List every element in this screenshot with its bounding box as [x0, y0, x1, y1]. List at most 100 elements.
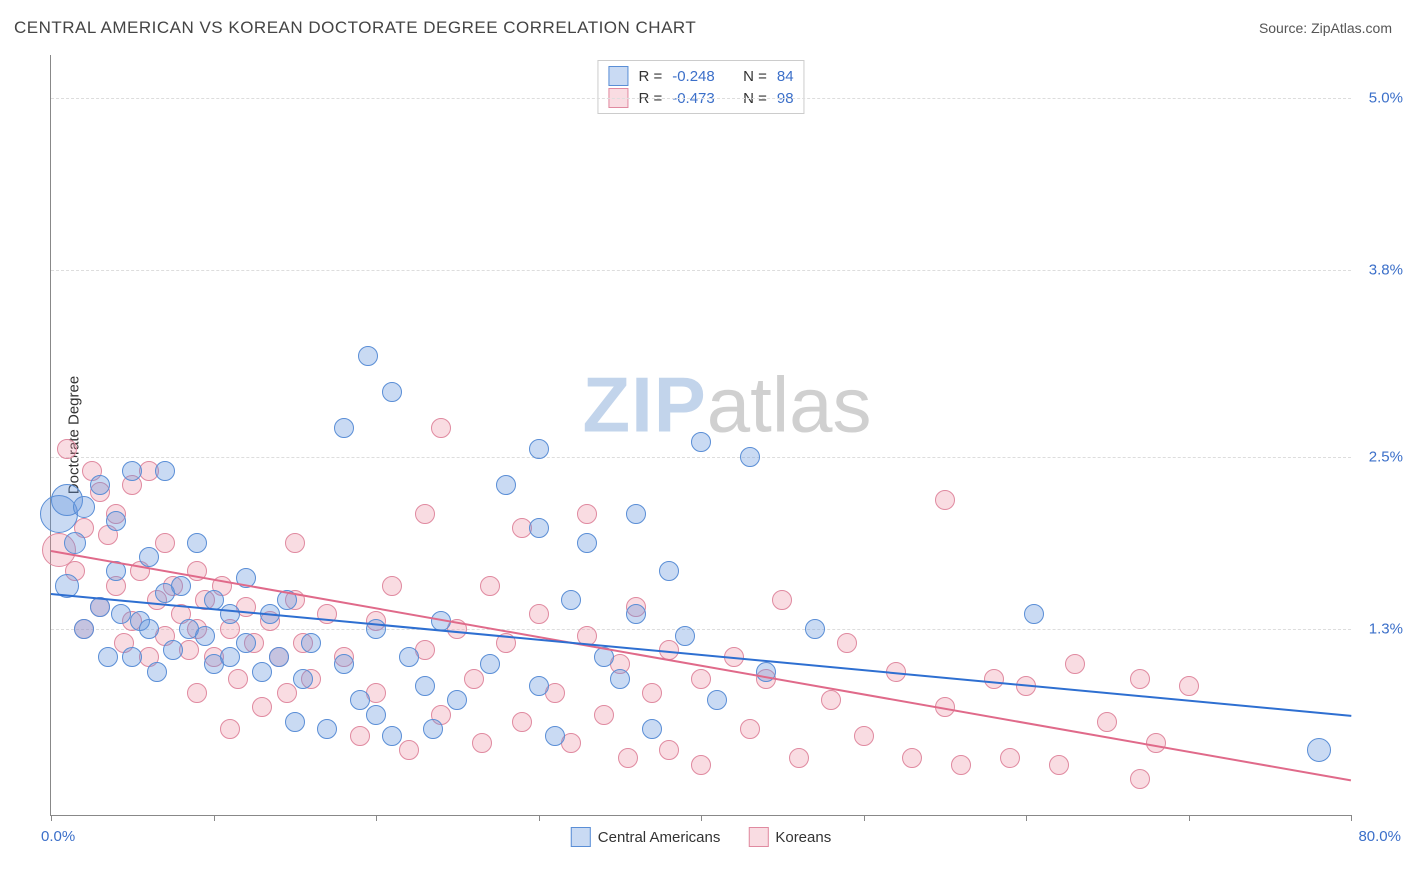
- y-tick-label: 1.3%: [1355, 620, 1403, 637]
- data-point-central-americans: [642, 719, 662, 739]
- data-point-koreans: [1097, 712, 1117, 732]
- watermark: ZIPatlas: [582, 359, 871, 450]
- data-point-central-americans: [73, 496, 95, 518]
- data-point-koreans: [220, 719, 240, 739]
- gridline: [51, 457, 1351, 458]
- legend-label: Koreans: [775, 829, 831, 846]
- data-point-central-americans: [90, 475, 110, 495]
- data-point-koreans: [472, 733, 492, 753]
- data-point-koreans: [740, 719, 760, 739]
- gridline: [51, 98, 1351, 99]
- data-point-central-americans: [545, 726, 565, 746]
- data-point-koreans: [1000, 748, 1020, 768]
- data-point-central-americans: [139, 547, 159, 567]
- legend-item: Koreans: [748, 827, 831, 847]
- data-point-central-americans: [252, 662, 272, 682]
- data-point-central-americans: [139, 619, 159, 639]
- stat-n-label: N =: [743, 68, 767, 85]
- data-point-central-americans: [399, 647, 419, 667]
- data-point-koreans: [821, 690, 841, 710]
- data-point-koreans: [935, 490, 955, 510]
- data-point-central-americans: [659, 561, 679, 581]
- trend-line-koreans: [51, 550, 1351, 781]
- data-point-koreans: [155, 533, 175, 553]
- data-point-central-americans: [691, 432, 711, 452]
- data-point-central-americans: [805, 619, 825, 639]
- stat-n-value: 84: [777, 68, 794, 85]
- data-point-koreans: [577, 504, 597, 524]
- source-label: Source:: [1259, 20, 1311, 36]
- data-point-central-americans: [1024, 604, 1044, 624]
- data-point-central-americans: [561, 590, 581, 610]
- legend-item: Central Americans: [571, 827, 721, 847]
- data-point-central-americans: [675, 626, 695, 646]
- x-axis-min-label: 0.0%: [41, 828, 75, 845]
- data-point-central-americans: [577, 533, 597, 553]
- data-point-central-americans: [74, 619, 94, 639]
- x-tick: [701, 815, 702, 821]
- data-point-central-americans: [285, 712, 305, 732]
- data-point-central-americans: [350, 690, 370, 710]
- data-point-central-americans: [740, 447, 760, 467]
- data-point-central-americans: [171, 576, 191, 596]
- data-point-central-americans: [334, 418, 354, 438]
- x-tick: [1351, 815, 1352, 821]
- data-point-koreans: [285, 533, 305, 553]
- data-point-koreans: [382, 576, 402, 596]
- data-point-koreans: [772, 590, 792, 610]
- x-tick: [376, 815, 377, 821]
- data-point-central-americans: [626, 504, 646, 524]
- data-point-central-americans: [382, 726, 402, 746]
- data-point-koreans: [1049, 755, 1069, 775]
- data-point-koreans: [252, 697, 272, 717]
- data-point-central-americans: [610, 669, 630, 689]
- data-point-koreans: [464, 669, 484, 689]
- data-point-central-americans: [358, 346, 378, 366]
- source-attribution: Source: ZipAtlas.com: [1259, 20, 1392, 36]
- data-point-koreans: [618, 748, 638, 768]
- data-point-central-americans: [220, 647, 240, 667]
- data-point-central-americans: [334, 654, 354, 674]
- data-point-central-americans: [147, 662, 167, 682]
- data-point-koreans: [659, 740, 679, 760]
- data-point-koreans: [480, 576, 500, 596]
- y-tick-label: 2.5%: [1355, 448, 1403, 465]
- data-point-koreans: [415, 504, 435, 524]
- x-axis-max-label: 80.0%: [1358, 828, 1401, 845]
- watermark-zip: ZIP: [582, 360, 706, 448]
- data-point-central-americans: [269, 647, 289, 667]
- data-point-koreans: [642, 683, 662, 703]
- legend-swatch: [748, 827, 768, 847]
- watermark-atlas: atlas: [707, 360, 872, 448]
- data-point-central-americans: [529, 676, 549, 696]
- data-point-central-americans: [496, 475, 516, 495]
- stats-row: R = -0.248 N = 84: [608, 65, 793, 87]
- data-point-koreans: [512, 712, 532, 732]
- data-point-koreans: [902, 748, 922, 768]
- data-point-central-americans: [317, 719, 337, 739]
- data-point-central-americans: [529, 518, 549, 538]
- data-point-central-americans: [447, 690, 467, 710]
- data-point-central-americans: [626, 604, 646, 624]
- scatter-plot-area: Doctorate Degree ZIPatlas R = -0.248 N =…: [50, 55, 1351, 816]
- gridline: [51, 270, 1351, 271]
- data-point-central-americans: [382, 382, 402, 402]
- data-point-koreans: [984, 669, 1004, 689]
- data-point-central-americans: [220, 604, 240, 624]
- data-point-central-americans: [195, 626, 215, 646]
- data-point-central-americans: [155, 461, 175, 481]
- data-point-koreans: [854, 726, 874, 746]
- data-point-central-americans: [106, 511, 126, 531]
- data-point-central-americans: [163, 640, 183, 660]
- legend-swatch: [608, 66, 628, 86]
- x-tick: [864, 815, 865, 821]
- data-point-koreans: [837, 633, 857, 653]
- x-tick: [1189, 815, 1190, 821]
- x-tick: [539, 815, 540, 821]
- data-point-koreans: [350, 726, 370, 746]
- data-point-central-americans: [122, 647, 142, 667]
- data-point-koreans: [691, 755, 711, 775]
- chart-title: CENTRAL AMERICAN VS KOREAN DOCTORATE DEG…: [14, 18, 696, 38]
- data-point-central-americans: [98, 647, 118, 667]
- data-point-koreans: [691, 669, 711, 689]
